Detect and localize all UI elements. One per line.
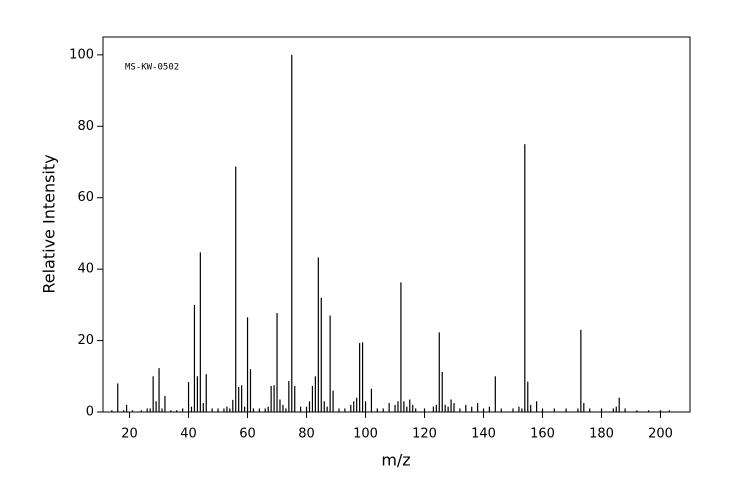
x-tick-label: 120 [412,427,437,442]
x-tick-label: 100 [353,427,378,442]
x-tick-label: 80 [298,427,315,442]
annotation: MS-KW-0502 [125,63,179,73]
x-tick-label: 180 [589,427,614,442]
x-axis-label: m/z [381,451,410,470]
plot-frame [102,36,691,413]
x-tick-label: 200 [648,427,673,442]
y-tick-label: 80 [77,119,94,134]
y-tick-label: 100 [69,47,94,62]
x-tick-label: 20 [121,427,138,442]
x-tick-label: 160 [530,427,555,442]
y-tick-label: 40 [77,262,94,277]
y-tick-label: 60 [77,190,94,205]
x-tick-label: 60 [239,427,256,442]
y-axis-label: Relative Intensity [40,154,59,293]
y-tick-label: 20 [77,333,94,348]
y-tick-label: 0 [86,405,94,420]
x-tick-label: 40 [180,427,197,442]
x-tick-label: 140 [471,427,496,442]
